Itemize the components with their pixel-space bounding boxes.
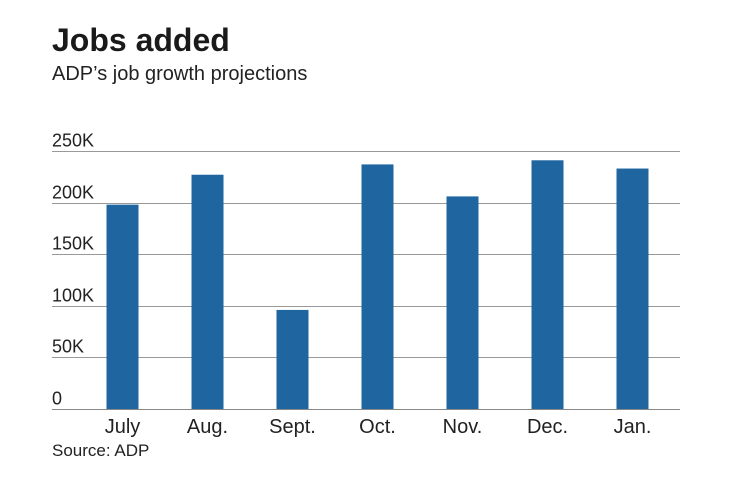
- x-category-label: Jan.: [614, 416, 652, 438]
- bar: [616, 168, 649, 409]
- bar: [361, 164, 394, 409]
- bar: [191, 174, 224, 409]
- y-tick-label: 0: [52, 389, 62, 409]
- bars: [106, 160, 649, 409]
- bar: [106, 204, 139, 409]
- source-note: Source: ADP: [52, 441, 150, 460]
- y-tick-label: 200K: [52, 183, 94, 203]
- x-category-label: Aug.: [187, 416, 228, 438]
- x-category-label: Sept.: [269, 416, 316, 438]
- x-category-label: July: [105, 416, 141, 438]
- y-tick-label: 100K: [52, 286, 94, 306]
- bar: [531, 160, 564, 409]
- y-tick-label: 250K: [52, 131, 94, 151]
- y-tick-label: 50K: [52, 337, 84, 357]
- bar: [276, 309, 309, 409]
- chart-title: Jobs added: [52, 22, 230, 58]
- y-tick-label: 150K: [52, 234, 94, 254]
- chart-subtitle: ADP’s job growth projections: [52, 63, 308, 85]
- x-category-label: Nov.: [443, 416, 483, 438]
- x-category-label: Oct.: [359, 416, 396, 438]
- bar: [446, 196, 479, 409]
- y-axis-tick-labels: 0 50K 100K 150K 200K 250K: [52, 131, 94, 409]
- x-axis-category-labels: July Aug. Sept. Oct. Nov. Dec. Jan.: [105, 416, 652, 438]
- x-category-label: Dec.: [527, 416, 568, 438]
